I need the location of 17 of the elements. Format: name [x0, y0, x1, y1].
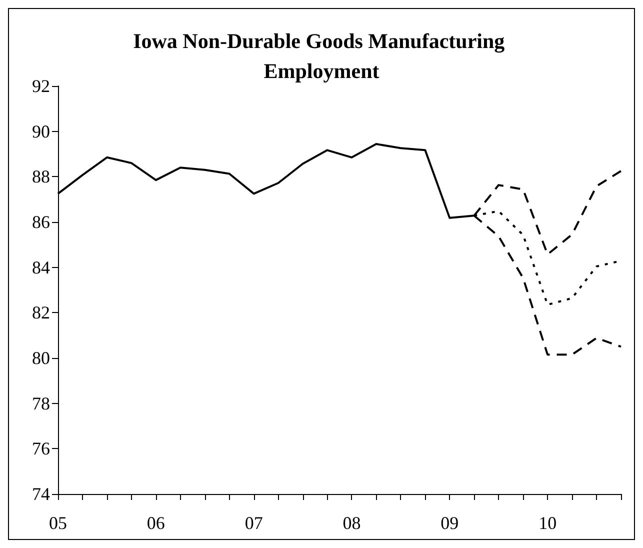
x-tick-label: 09 — [440, 513, 459, 533]
x-tick-label: 08 — [342, 513, 361, 533]
x-tick-label: 06 — [146, 513, 165, 533]
chart-title: Iowa Non-Durable Goods Manufacturing Employment — [133, 29, 510, 83]
y-tick-label: 80 — [32, 348, 50, 368]
y-tick-label: 78 — [32, 393, 50, 414]
y-tick-label: 90 — [32, 121, 50, 142]
x-tick-label: 05 — [49, 513, 67, 533]
y-tick-label: 82 — [32, 302, 50, 323]
x-tick-label: 10 — [538, 513, 557, 533]
y-tick-label: 76 — [32, 438, 50, 459]
y-tick-label: 92 — [32, 76, 50, 96]
y-tick-label: 74 — [32, 484, 50, 504]
x-tick-label: 07 — [244, 513, 263, 533]
y-tick-label: 84 — [32, 257, 50, 278]
y-tick-label: 86 — [32, 212, 50, 232]
y-tick-label: 88 — [32, 166, 50, 187]
